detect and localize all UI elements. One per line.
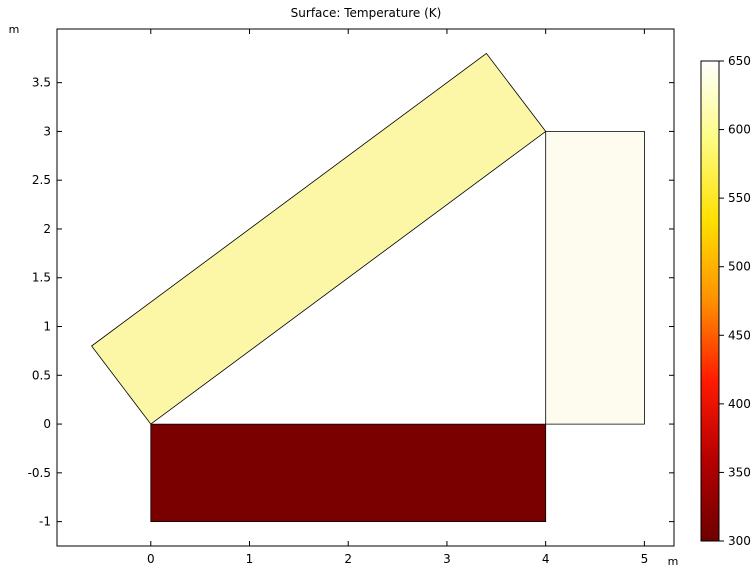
y-tick-label: 2.5 xyxy=(32,173,51,187)
y-tick-label: 1.5 xyxy=(32,271,51,285)
domain-inclined-block xyxy=(91,52,547,425)
colorbar-tick-label: 500 xyxy=(728,260,751,274)
colorbar-tick-label: 600 xyxy=(728,123,751,137)
colorbar-tick-label: 350 xyxy=(728,465,751,479)
x-tick-label: 0 xyxy=(147,552,155,566)
y-tick-label: 3 xyxy=(43,124,51,138)
y-tick-label: -0.5 xyxy=(28,466,51,480)
x-axis-unit-label: m xyxy=(668,555,679,568)
plot-frame xyxy=(56,28,675,547)
y-axis-unit-label: m xyxy=(9,23,20,36)
y-tick-label: 0.5 xyxy=(32,368,51,382)
y-tick-label: -1 xyxy=(39,515,51,529)
x-tick-label: 1 xyxy=(246,552,254,566)
colorbar-tick-label: 300 xyxy=(728,534,751,548)
x-tick-label: 2 xyxy=(344,552,352,566)
y-tick-label: 0 xyxy=(43,417,51,431)
colorbar-tick-label: 550 xyxy=(728,191,751,205)
x-tick-label: 3 xyxy=(443,552,451,566)
colorbar xyxy=(700,60,720,542)
y-tick-label: 3.5 xyxy=(32,76,51,90)
colorbar-axis: 300 350 400 450 500 550 600 650 xyxy=(719,54,751,548)
chart-title: Surface: Temperature (K) xyxy=(291,6,442,20)
domain-right-block xyxy=(545,130,645,425)
colorbar-tick-label: 650 xyxy=(728,54,751,68)
x-tick-label: 4 xyxy=(542,552,550,566)
y-tick-label: 2 xyxy=(43,222,51,236)
domains-layer xyxy=(91,52,645,522)
x-tick-label: 5 xyxy=(641,552,649,566)
x-axis: 0 1 2 3 4 5 xyxy=(147,29,648,566)
colorbar-tick-label: 450 xyxy=(728,328,751,342)
y-axis: -1 -0.5 0 0.5 1 1.5 2 2.5 3 3.5 xyxy=(28,76,674,529)
colorbar-tick-label: 400 xyxy=(728,397,751,411)
domain-bottom-block xyxy=(150,423,547,522)
y-tick-label: 1 xyxy=(43,320,51,334)
